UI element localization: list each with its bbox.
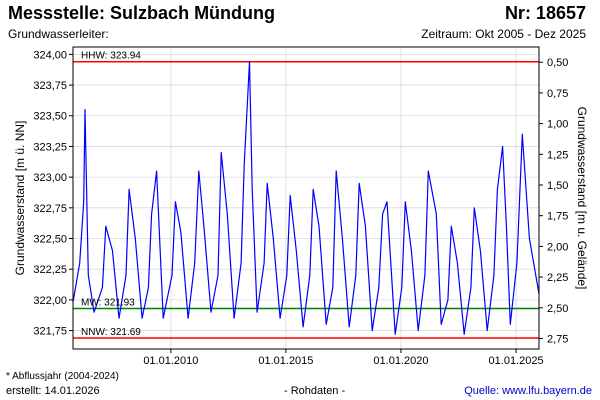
created-date: erstellt: 14.01.2026 bbox=[6, 385, 100, 397]
y2-tick-label: 0,75 bbox=[547, 88, 568, 100]
raw-data-label: - Rohdaten - bbox=[284, 385, 346, 397]
axes: 321,75 322,00 322,25 322,50 322,75 323,00 323,… bbox=[33, 49, 568, 367]
y-tick-label: 322,50 bbox=[33, 234, 67, 246]
y-tick-label: 323,75 bbox=[33, 80, 67, 92]
aquifer-label: Grundwasserleiter: bbox=[8, 27, 109, 41]
y2-tick-label: 2,00 bbox=[547, 241, 568, 253]
y2-tick-label: 2,25 bbox=[547, 272, 568, 284]
y2-tick-label: 1,00 bbox=[547, 119, 568, 131]
reference-labels: HHW: 323.94 MW: 321.93 NNW: 321.69 bbox=[81, 51, 141, 338]
y-tick-label: 323,50 bbox=[33, 111, 67, 123]
y-tick-label: 324,00 bbox=[33, 49, 67, 61]
y-tick-label: 322,75 bbox=[33, 203, 67, 215]
y-tick-label: 323,25 bbox=[33, 141, 67, 153]
footnote-hydro-year: * Abflussjahr (2004-2024) bbox=[6, 371, 119, 382]
mw-label: MW: 321.93 bbox=[81, 297, 135, 308]
x-tick-label: 01.01.2010 bbox=[143, 355, 198, 367]
hhw-label: HHW: 323.94 bbox=[81, 51, 141, 62]
grid bbox=[73, 47, 539, 349]
series-layer bbox=[72, 61, 540, 335]
x-tick-label: 01.01.2025 bbox=[489, 355, 544, 367]
plot-frame bbox=[72, 46, 540, 350]
station-number: Nr: 18657 bbox=[504, 3, 586, 23]
period-label: Zeitraum: Okt 2005 - Dez 2025 bbox=[421, 27, 586, 41]
source-link[interactable]: Quelle: www.lfu.bayern.de bbox=[464, 385, 592, 397]
y-tick-label: 322,00 bbox=[33, 295, 67, 307]
y2-tick-label: 1,25 bbox=[547, 149, 568, 161]
groundwater-level-series bbox=[72, 61, 540, 335]
y2-axis-label: Grundwasserstand [m u. Gelände] bbox=[575, 107, 589, 290]
x-tick-label: 01.01.2020 bbox=[373, 355, 428, 367]
y2-tick-label: 1,75 bbox=[547, 211, 568, 223]
x-tick-label: 01.01.2015 bbox=[258, 355, 313, 367]
nnw-label: NNW: 321.69 bbox=[81, 327, 141, 338]
station-title: Messstelle: Sulzbach Mündung bbox=[8, 3, 276, 23]
y2-tick-label: 1,50 bbox=[547, 180, 568, 192]
y2-tick-label: 2,50 bbox=[547, 303, 568, 315]
y-axis-label: Grundwasserstand [m ü. NN] bbox=[13, 121, 27, 276]
y2-tick-label: 0,50 bbox=[547, 57, 568, 69]
y2-tick-label: 2,75 bbox=[547, 333, 568, 345]
y-tick-label: 322,25 bbox=[33, 264, 67, 276]
y-tick-label: 323,00 bbox=[33, 172, 67, 184]
y-tick-label: 321,75 bbox=[33, 326, 67, 338]
